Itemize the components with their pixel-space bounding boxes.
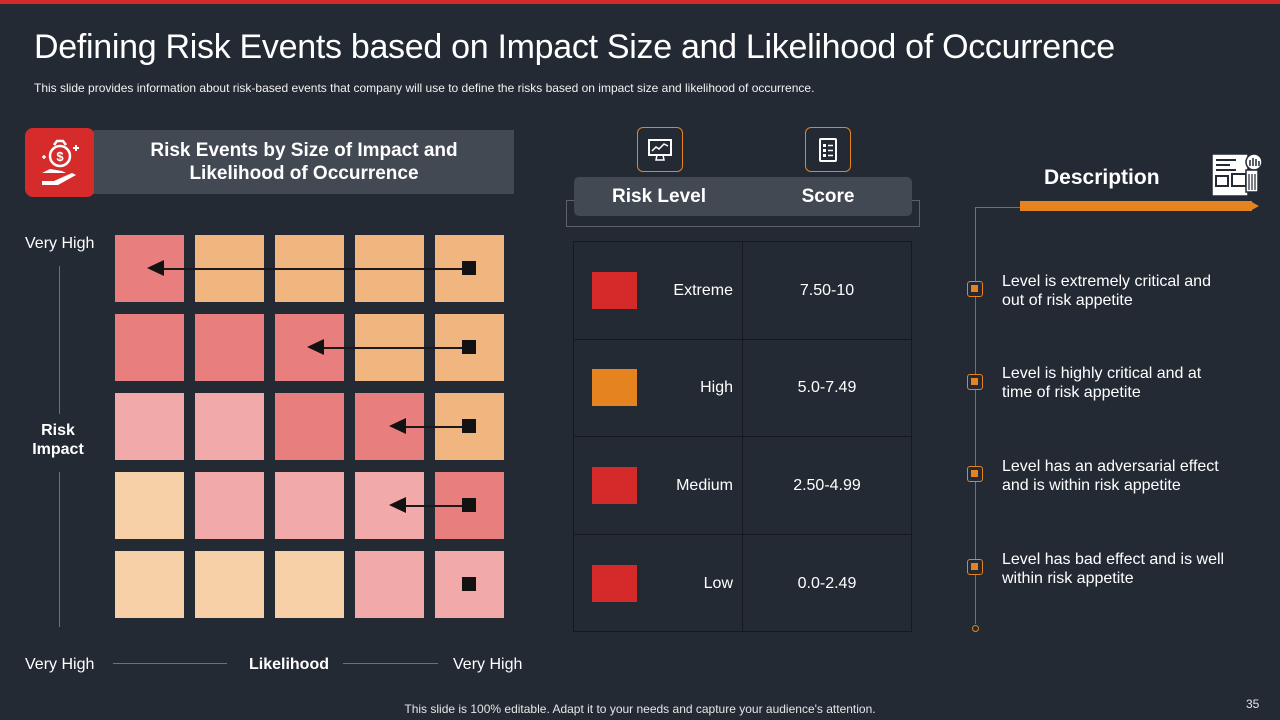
matrix-cell [195, 472, 264, 539]
arrow-line [406, 505, 470, 507]
matrix-cell [115, 551, 184, 618]
timeline-bullet [967, 559, 983, 575]
risk-score-label: 5.0-7.49 [797, 379, 857, 396]
description-item: Level has bad effect and is well within … [1002, 551, 1225, 587]
timeline-bullet [967, 281, 983, 297]
risk-color-swatch [592, 467, 637, 504]
description-accent-bar-tip [1250, 201, 1259, 211]
risk-marker [462, 577, 476, 591]
top-accent-bar [0, 0, 1280, 4]
checklist-icon [805, 127, 851, 172]
arrow-line [164, 268, 470, 270]
risk-level-label: Medium [676, 477, 733, 494]
y-axis-label: Risk Impact [32, 422, 84, 458]
risk-score-label: 7.50-10 [799, 282, 855, 299]
x-axis-right-label: Very High [453, 656, 523, 673]
risk-score-label: 0.0-2.49 [797, 575, 857, 592]
timeline-end-dot [972, 625, 979, 632]
matrix-cell [115, 314, 184, 381]
matrix-cell [195, 551, 264, 618]
matrix-cell [115, 393, 184, 460]
risk-color-swatch [592, 565, 637, 602]
table-row-divider [573, 534, 912, 535]
monitor-chart-icon [637, 127, 683, 172]
arrow-head [389, 418, 406, 434]
description-item: Level is highly critical and at time of … [1002, 365, 1202, 401]
timeline-bullet [967, 466, 983, 482]
arrow-head [307, 339, 324, 355]
x-axis-line-left [113, 663, 227, 664]
description-item: Level is extremely critical and out of r… [1002, 273, 1211, 309]
x-axis-label: Likelihood [249, 656, 329, 673]
svg-text:$: $ [56, 149, 64, 164]
matrix-cell [275, 393, 344, 460]
x-axis-left-label: Very High [25, 656, 95, 673]
risk-marker [462, 261, 476, 275]
y-axis-line-lower [59, 472, 60, 627]
risk-level-label: Low [703, 575, 733, 592]
risk-level-label: High [700, 379, 733, 396]
document-presentation-icon [1210, 152, 1264, 203]
header-risk-level: Risk Level [612, 186, 706, 207]
timeline-bullet [967, 374, 983, 390]
y-axis-line-upper [59, 266, 60, 414]
risk-level-label: Extreme [673, 282, 733, 299]
matrix-header: Risk Events by Size of Impact and Likeli… [94, 130, 514, 194]
matrix-cell [115, 472, 184, 539]
risk-marker [462, 498, 476, 512]
table-row-divider [573, 339, 912, 340]
description-title: Description [1044, 166, 1160, 189]
matrix-cell [195, 314, 264, 381]
timeline-connector [975, 207, 1020, 208]
arrow-line [406, 426, 470, 428]
risk-table-header: Risk Level Score [574, 177, 912, 216]
matrix-header-text: Risk Events by Size of Impact and Likeli… [150, 140, 458, 184]
footer-note: This slide is 100% editable. Adapt it to… [404, 702, 876, 716]
description-item: Level has an adversarial effect and is w… [1002, 458, 1219, 494]
risk-color-swatch [592, 272, 637, 309]
page-number: 35 [1246, 697, 1260, 711]
risk-marker [462, 340, 476, 354]
arrow-head [147, 260, 164, 276]
table-row-divider [573, 436, 912, 437]
x-axis-line-right [343, 663, 438, 664]
risk-color-swatch [592, 369, 637, 406]
risk-score-label: 2.50-4.99 [793, 477, 861, 494]
description-accent-bar [1020, 201, 1252, 211]
matrix-cell [355, 551, 424, 618]
matrix-cell [275, 551, 344, 618]
timeline-line [975, 207, 976, 624]
y-axis-top-label: Very High [25, 235, 95, 252]
arrow-head [389, 497, 406, 513]
arrow-line [324, 347, 470, 349]
header-score: Score [801, 186, 855, 207]
slide-title: Defining Risk Events based on Impact Siz… [34, 28, 1115, 66]
money-bag-hand-icon: $ [25, 128, 95, 197]
matrix-cell [275, 472, 344, 539]
matrix-cell [195, 393, 264, 460]
risk-marker [462, 419, 476, 433]
slide-subtitle: This slide provides information about ri… [34, 81, 815, 95]
